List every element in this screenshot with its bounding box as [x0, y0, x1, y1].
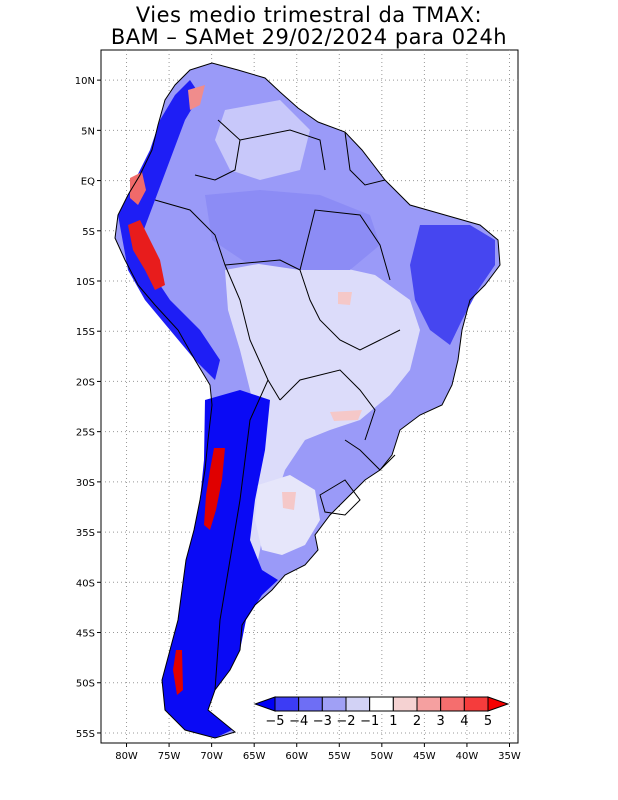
y-tick-label: 20S [76, 377, 95, 388]
andes-positive-colombia [188, 85, 205, 110]
x-tick-label: 35W [498, 751, 521, 762]
colorbar-bin [463, 696, 489, 712]
colorbar-label: −5 [265, 714, 284, 729]
pampas-weak-bias [255, 475, 320, 555]
northeast-strong-bias [410, 225, 495, 345]
country-borders [114, 62, 501, 739]
colorbar-bin [392, 696, 418, 712]
y-axis-ticks: 10N 5N EQ 5S 10S 15S 20S 25S 30S 35S 40S 45S 50S 55S [75, 76, 101, 740]
colorbar: −5 −4 −3 −2 −1 1 2 3 4 5 [253, 696, 510, 729]
y-tick-label: 15S [76, 327, 95, 338]
colorbar-label: −2 [336, 714, 355, 729]
x-tick-label: 65W [243, 751, 266, 762]
southern-cone-negative [162, 390, 278, 738]
pink-patch-3 [282, 492, 296, 510]
x-axis-ticks: 80W 75W 70W 65W 60W 55W 50W 45W 40W 35W [115, 743, 521, 762]
y-tick-label: 5N [81, 126, 95, 137]
y-tick-label: EQ [81, 177, 95, 188]
weak-bias-northwest [215, 100, 310, 180]
colorbar-label: 3 [437, 714, 445, 729]
y-tick-label: 35S [76, 528, 95, 539]
y-tick-label: 55S [76, 729, 95, 740]
andes-positive-peru [128, 220, 165, 290]
colorbar-bin [369, 696, 394, 712]
andes-positive-patagonia [173, 650, 183, 695]
y-tick-label: 30S [76, 478, 95, 489]
y-tick-label: 45S [76, 629, 95, 640]
colorbar-label: 2 [413, 714, 421, 729]
amazon-bias [205, 190, 380, 270]
y-tick-label: 10N [75, 76, 95, 87]
x-tick-label: 75W [158, 751, 181, 762]
colorbar-bin [274, 696, 300, 712]
y-tick-label: 50S [76, 679, 95, 690]
andes-positive-ecuador [130, 172, 146, 205]
x-tick-label: 40W [456, 751, 479, 762]
x-tick-label: 45W [413, 751, 436, 762]
pink-patch-1 [338, 292, 352, 305]
y-tick-label: 40S [76, 578, 95, 589]
y-tick-label: 25S [76, 428, 95, 439]
x-tick-label: 60W [285, 751, 308, 762]
colorbar-label: 1 [389, 714, 397, 729]
y-tick-label: 5S [82, 227, 95, 238]
bias-field [114, 62, 501, 739]
x-tick-label: 50W [371, 751, 394, 762]
colorbar-label: −3 [313, 714, 332, 729]
colorbar-bin [345, 696, 371, 712]
colorbar-bin [416, 696, 442, 712]
colorbar-bin [298, 696, 323, 712]
colorbar-label: −4 [289, 714, 308, 729]
pink-patch-2 [330, 410, 362, 421]
map-title-line-2: BAM – SAMet 29/02/2024 para 024h [110, 25, 508, 49]
x-tick-label: 55W [328, 751, 351, 762]
colorbar-arrow-max [487, 696, 510, 712]
colorbar-label: −1 [360, 714, 379, 729]
colorbar-label: 4 [460, 714, 468, 729]
y-tick-label: 10S [76, 277, 95, 288]
x-tick-label: 80W [115, 751, 138, 762]
colorbar-bin [440, 696, 465, 712]
andes-positive-argentina [204, 448, 225, 530]
x-tick-label: 70W [200, 751, 223, 762]
colorbar-label: 5 [484, 714, 492, 729]
colorbar-bin [321, 696, 347, 712]
map-title-line-1: Vies medio trimestral da TMAX: [135, 3, 483, 27]
